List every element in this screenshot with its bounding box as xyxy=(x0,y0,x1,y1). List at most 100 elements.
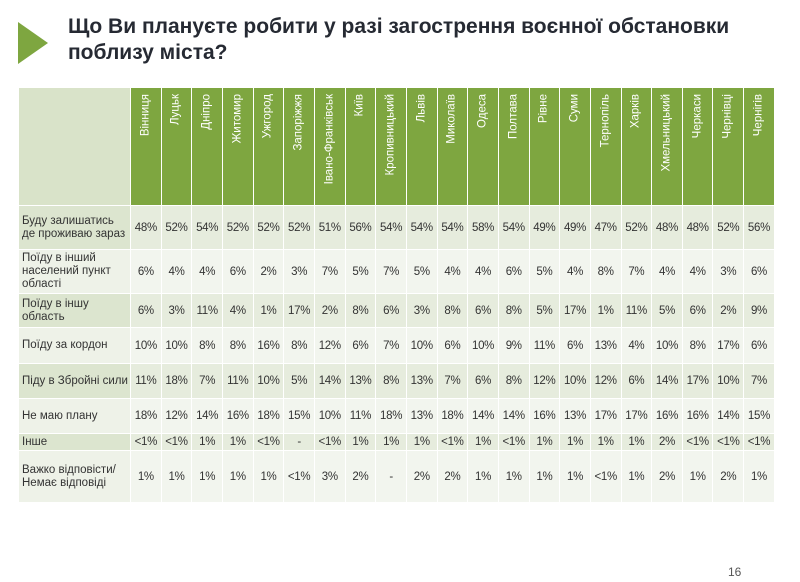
column-header-label: Луцьк xyxy=(169,94,182,126)
table-cell: 4% xyxy=(651,249,683,294)
table-cell: 12% xyxy=(528,363,561,399)
table-cell: 11% xyxy=(344,398,377,434)
table-cell: <1% xyxy=(436,433,469,451)
table-cell: 10% xyxy=(651,327,683,364)
table-cell: 17% xyxy=(589,398,622,434)
table-cell: 1% xyxy=(559,450,591,503)
table-cell: 8% xyxy=(497,293,530,328)
column-header: Полтава xyxy=(497,87,530,206)
table-cell: 10% xyxy=(160,327,193,364)
column-header: Ужгород xyxy=(252,87,285,206)
table-cell: 4% xyxy=(436,249,469,294)
column-header: Суми xyxy=(559,87,591,206)
table-cell: 54% xyxy=(436,205,469,250)
table-cell: 52% xyxy=(221,205,254,250)
column-header-label: Черкаси xyxy=(690,94,703,139)
table-cell: 12% xyxy=(313,327,346,364)
column-header-label: Івано-Франківськ xyxy=(323,94,336,185)
table-cell: 1% xyxy=(528,433,561,451)
column-header: Житомир xyxy=(221,87,254,206)
table-cell: 7% xyxy=(191,363,223,399)
table-cell: 1% xyxy=(130,450,162,503)
table-cell: 3% xyxy=(712,249,745,294)
column-header-label: Вінниця xyxy=(139,94,152,137)
table-cell: 6% xyxy=(344,327,377,364)
table-row: Інше <1% <1% 1% 1% <1% - <1% 1% 1% 1% <1% 1% <1% 1% 1% 1… xyxy=(18,433,775,451)
arrow-icon xyxy=(18,22,48,64)
table-cell: 10% xyxy=(130,327,162,364)
table-cell: 56% xyxy=(344,205,377,250)
table-cell: 7% xyxy=(375,249,407,294)
table-cell: 6% xyxy=(375,293,407,328)
table-cell: 11% xyxy=(620,293,653,328)
table-row: Поїду в інший населений пункт області 6% 4… xyxy=(18,249,775,294)
table-cell: 51% xyxy=(313,205,346,250)
table-cell: 8% xyxy=(221,327,254,364)
table-cell: 52% xyxy=(620,205,653,250)
table-cell: 1% xyxy=(344,433,377,451)
table-cell: 9% xyxy=(497,327,530,364)
column-header-label: Запоріжжя xyxy=(292,94,305,151)
table-cell: 11% xyxy=(130,363,162,399)
table-cell: 1% xyxy=(589,293,622,328)
table-cell: 1% xyxy=(467,450,499,503)
table-cell: 1% xyxy=(743,450,775,503)
table-cell: 3% xyxy=(160,293,193,328)
table-cell: 2% xyxy=(344,450,377,503)
column-header: Тернопіль xyxy=(589,87,622,206)
table-cell: 4% xyxy=(221,293,254,328)
table-cell: 52% xyxy=(252,205,285,250)
table-cell: 6% xyxy=(620,363,653,399)
column-header-label: Суми xyxy=(568,94,581,123)
table-row: Не маю плану 18% 12% 14% 16% 18% 15% 10% 11% 18% 1… xyxy=(18,398,775,434)
table-cell: 18% xyxy=(130,398,162,434)
table-cell: 5% xyxy=(528,249,561,294)
table-cell: 8% xyxy=(589,249,622,294)
column-header-label: Дніпро xyxy=(200,94,213,130)
column-header: Одеса xyxy=(467,87,499,206)
table-cell: 1% xyxy=(497,450,530,503)
table-cell: 7% xyxy=(620,249,653,294)
table-cell: <1% xyxy=(283,450,315,503)
column-header-label: Кропивницький xyxy=(384,94,397,176)
page-title: Що Ви плануєте робити у разі загострення… xyxy=(68,15,730,64)
column-header: Чернівці xyxy=(712,87,745,206)
table-cell: 7% xyxy=(313,249,346,294)
column-header: Вінниця xyxy=(130,87,162,206)
table-cell: 1% xyxy=(681,450,714,503)
table-cell: 10% xyxy=(405,327,438,364)
table-cell: 14% xyxy=(467,398,499,434)
column-header: Хмельницький xyxy=(651,87,683,206)
table-cell: 18% xyxy=(252,398,285,434)
row-label: Буду залишатись де проживаю зараз xyxy=(18,205,131,250)
column-header: Івано-Франківськ xyxy=(313,87,346,206)
table-header-row: Вінниця Луцьк Дніпро Житомир Ужгород Запоріжж… xyxy=(18,87,775,206)
table-cell: 18% xyxy=(375,398,407,434)
table-cell: 58% xyxy=(467,205,499,250)
table-cell: 17% xyxy=(559,293,591,328)
table-row: Буду залишатись де проживаю зараз 48% 52% 5… xyxy=(18,205,775,250)
table-cell: 6% xyxy=(436,327,469,364)
table-cell: 17% xyxy=(283,293,315,328)
row-label: Поїду в іншу область xyxy=(18,293,131,328)
table-row: Поїду в іншу область 6% 3% 11% 4% 1% 17% 2% 8% 6%… xyxy=(18,293,775,328)
table-cell: 6% xyxy=(559,327,591,364)
table-cell: 4% xyxy=(559,249,591,294)
table-cell: 6% xyxy=(467,363,499,399)
column-header: Львів xyxy=(405,87,438,206)
table-cell: 6% xyxy=(130,249,162,294)
table-cell: 54% xyxy=(375,205,407,250)
table-cell: <1% xyxy=(313,433,346,451)
table-cell: 13% xyxy=(405,363,438,399)
row-label: Поїду в інший населений пункт області xyxy=(18,249,131,294)
table-cell: 56% xyxy=(743,205,775,250)
column-header-label: Полтава xyxy=(506,94,519,140)
table-cell: 48% xyxy=(130,205,162,250)
table-cell: 16% xyxy=(252,327,285,364)
table-cell: 16% xyxy=(681,398,714,434)
table-cell: 1% xyxy=(559,433,591,451)
row-label: Поїду за кордон xyxy=(18,327,131,364)
table-cell: 1% xyxy=(405,433,438,451)
table-cell: 47% xyxy=(589,205,622,250)
table-cell: 11% xyxy=(528,327,561,364)
